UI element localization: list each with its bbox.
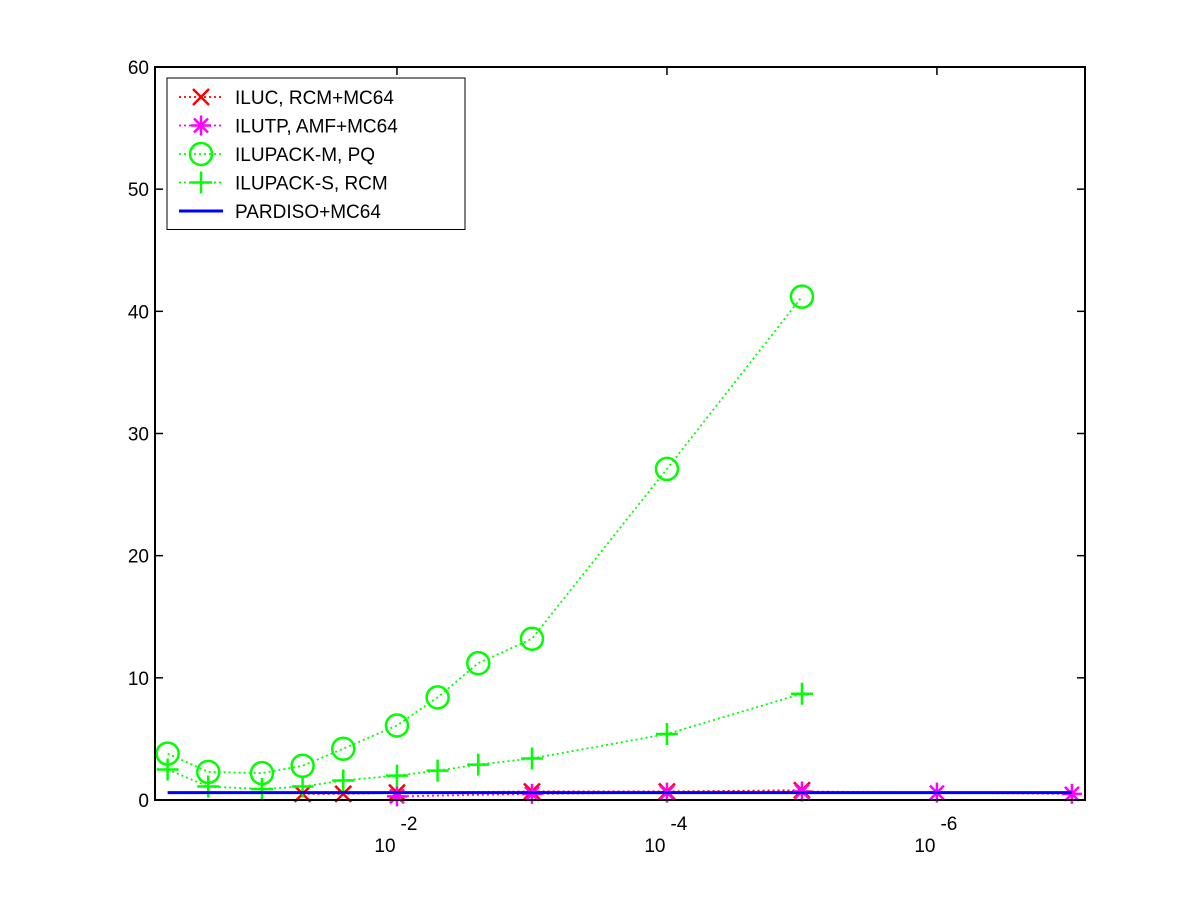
marker-shape bbox=[467, 753, 490, 776]
marker-shape bbox=[188, 141, 214, 167]
marker bbox=[330, 736, 356, 761]
marker bbox=[188, 141, 214, 167]
marker bbox=[467, 753, 490, 776]
marker-shape bbox=[332, 769, 355, 792]
marker bbox=[520, 747, 543, 770]
marker-shape bbox=[790, 682, 813, 705]
marker-shape bbox=[426, 759, 449, 782]
marker-shape bbox=[1061, 783, 1082, 804]
marker-shape bbox=[519, 626, 545, 651]
x-tick-exponent: -6 bbox=[940, 814, 957, 835]
x-tick-label: 10 bbox=[914, 836, 935, 857]
marker bbox=[386, 786, 407, 807]
marker-shape bbox=[192, 88, 210, 106]
marker bbox=[654, 456, 680, 482]
marker-shape bbox=[789, 284, 815, 309]
marker-shape bbox=[520, 747, 543, 770]
y-tick-label: 10 bbox=[128, 669, 149, 690]
marker bbox=[789, 284, 815, 309]
marker bbox=[425, 685, 450, 710]
axes-box bbox=[154, 66, 1086, 801]
marker-shape bbox=[465, 650, 491, 676]
marker-shape bbox=[386, 786, 407, 807]
y-tick-label: 40 bbox=[128, 302, 149, 323]
marker bbox=[250, 778, 273, 801]
marker-shape bbox=[156, 758, 179, 781]
marker bbox=[384, 713, 410, 738]
y-tick-label: 30 bbox=[128, 425, 149, 446]
legend-label: PARDISO+MC64 bbox=[235, 202, 381, 223]
y-tick-label: 0 bbox=[138, 791, 149, 812]
x-tick-label: 10 bbox=[374, 836, 395, 857]
marker-shape bbox=[190, 171, 212, 194]
marker bbox=[426, 759, 449, 782]
marker bbox=[190, 171, 212, 194]
marker bbox=[192, 88, 210, 106]
marker-shape bbox=[384, 713, 410, 738]
series-line bbox=[167, 296, 803, 775]
x-tick-exponent: -2 bbox=[401, 814, 418, 835]
marker-shape bbox=[250, 778, 273, 801]
marker-shape bbox=[655, 723, 678, 746]
marker bbox=[385, 764, 408, 787]
marker-shape bbox=[330, 736, 356, 761]
legend-box bbox=[166, 77, 466, 230]
legend-label: ILUPACK-S, RCM bbox=[235, 174, 388, 195]
marker bbox=[519, 626, 545, 651]
marker bbox=[790, 682, 813, 705]
legend-label: ILUTP, AMF+MC64 bbox=[235, 117, 398, 138]
y-tick-label: 50 bbox=[128, 180, 149, 201]
marker bbox=[465, 650, 491, 676]
marker-shape bbox=[425, 685, 450, 710]
x-tick-label: 10 bbox=[644, 836, 665, 857]
legend-label: ILUPACK-M, PQ bbox=[235, 145, 375, 166]
marker-shape bbox=[654, 456, 680, 482]
series-line bbox=[167, 692, 803, 790]
marker bbox=[332, 769, 355, 792]
legend-label: ILUC, RCM+MC64 bbox=[235, 88, 394, 109]
marker bbox=[1061, 783, 1082, 804]
marker bbox=[655, 723, 678, 746]
y-tick-label: 20 bbox=[128, 547, 149, 568]
marker bbox=[191, 115, 211, 136]
marker bbox=[156, 758, 179, 781]
y-tick-label: 60 bbox=[128, 58, 149, 79]
marker-shape bbox=[191, 115, 211, 136]
marker-shape bbox=[385, 764, 408, 787]
x-tick-exponent: -4 bbox=[670, 814, 687, 835]
